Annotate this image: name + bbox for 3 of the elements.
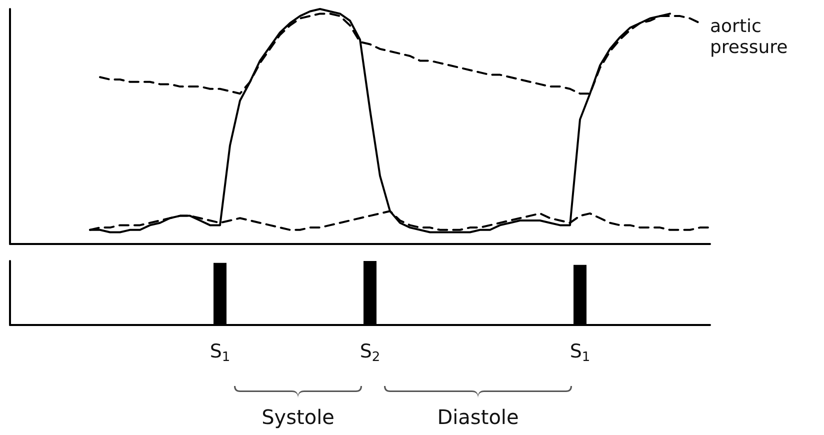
series-label: aortic pressure	[710, 16, 788, 58]
text: Systole	[262, 405, 334, 429]
text: Diastole	[437, 405, 519, 429]
